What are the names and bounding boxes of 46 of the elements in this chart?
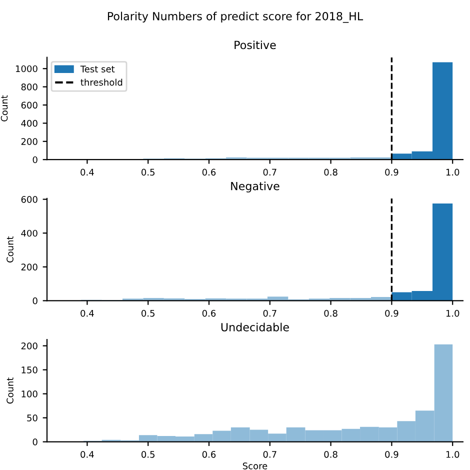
y-tick-label: 400 (21, 120, 38, 127)
x-tick-label: 0.4 (80, 310, 94, 317)
x-tick-label: 0.9 (385, 450, 398, 458)
x-tick-label: 0.7 (263, 310, 276, 317)
x-tick-label: 0.9 (385, 168, 398, 176)
y-tick-label: 0 (32, 438, 38, 446)
y-axis-title: Count (6, 377, 14, 404)
y-tick-label: 1000 (16, 65, 38, 72)
y-tick-label: 400 (21, 230, 38, 237)
chart-subtitle: Positive (234, 40, 276, 50)
y-tick-label: 0 (32, 156, 38, 164)
ref-line-label: threshold (80, 78, 122, 86)
x-tick-label: 0.7 (263, 168, 276, 176)
x-tick-label: 0.7 (263, 450, 276, 458)
x-tick-label: 0.6 (202, 450, 216, 458)
y-tick-label: 150 (22, 366, 38, 374)
chart-title: Negative (231, 182, 280, 192)
y-tick-label: 600 (21, 196, 38, 203)
y-tick-label: 100 (22, 390, 38, 398)
x-tick-label: 1.0 (446, 310, 460, 317)
chart-title: Undecidable (221, 322, 289, 332)
x-tick-label: 0.9 (385, 310, 398, 317)
legend-label: Test set (80, 66, 115, 72)
chart-title: Polarity Numbers of predict score for 2018_HL (108, 12, 364, 23)
y-axis-title: Count (6, 236, 14, 262)
y-axis-title: Count (0, 95, 8, 122)
y-tick-label: 200 (21, 264, 38, 270)
x-tick-label: 0.8 (324, 450, 338, 458)
y-tick-label: 50 (27, 414, 38, 422)
x-axis-title: Score (242, 462, 268, 470)
x-tick-label: 0.8 (324, 310, 338, 317)
x-tick-label: 0.6 (202, 310, 216, 317)
y-tick-label: 0 (32, 297, 38, 304)
x-tick-label: 1.0 (446, 168, 460, 176)
x-tick-label: 0.8 (324, 168, 338, 176)
x-tick-label: 0.6 (202, 168, 216, 176)
y-tick-label: 600 (21, 102, 38, 109)
x-tick-label: 0.4 (80, 450, 94, 458)
y-tick-label: 800 (21, 84, 38, 90)
x-tick-label: 1.0 (446, 450, 460, 458)
x-tick-label: 0.5 (142, 168, 154, 176)
x-tick-label: 0.5 (142, 450, 154, 458)
x-tick-label: 0.4 (80, 168, 94, 176)
y-tick-label: 200 (21, 138, 38, 145)
y-tick-label: 200 (21, 342, 38, 350)
x-tick-label: 0.5 (142, 310, 154, 317)
